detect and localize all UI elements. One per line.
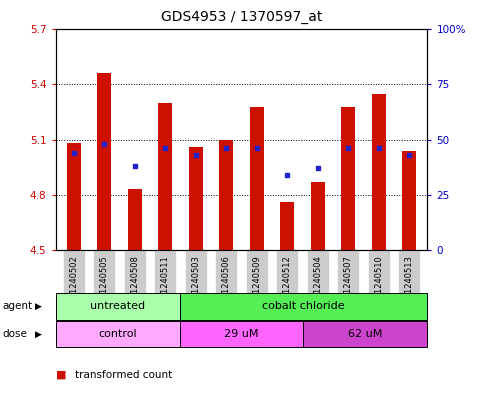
Bar xyxy=(180,321,303,347)
Text: ▶: ▶ xyxy=(35,302,42,310)
Text: dose: dose xyxy=(2,329,28,339)
Bar xyxy=(56,293,180,320)
Bar xyxy=(67,143,81,250)
Bar xyxy=(372,94,385,250)
Bar xyxy=(341,107,355,250)
Bar xyxy=(180,293,427,320)
Bar xyxy=(128,189,142,250)
Text: cobalt chloride: cobalt chloride xyxy=(262,301,345,311)
Text: transformed count: transformed count xyxy=(75,370,172,380)
Bar xyxy=(280,202,294,250)
Bar xyxy=(219,140,233,250)
Bar xyxy=(250,107,264,250)
Text: untreated: untreated xyxy=(90,301,145,311)
Bar xyxy=(402,151,416,250)
Text: control: control xyxy=(98,329,137,339)
Bar xyxy=(189,147,203,250)
Text: 62 uM: 62 uM xyxy=(348,329,383,339)
Bar xyxy=(311,182,325,250)
Text: agent: agent xyxy=(2,301,32,311)
Text: 29 uM: 29 uM xyxy=(224,329,259,339)
Text: ■: ■ xyxy=(56,370,66,380)
Text: GDS4953 / 1370597_at: GDS4953 / 1370597_at xyxy=(161,10,322,24)
Text: ▶: ▶ xyxy=(35,330,42,338)
Bar xyxy=(56,321,180,347)
Bar xyxy=(303,321,427,347)
Bar xyxy=(158,103,172,250)
Bar xyxy=(98,73,111,250)
